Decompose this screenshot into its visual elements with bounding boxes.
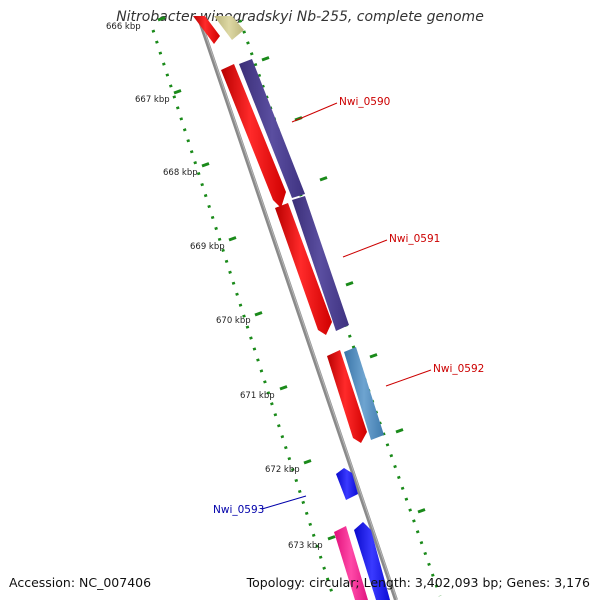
leader-nwi-0593: [261, 495, 307, 510]
feature-red-0591: [275, 203, 332, 335]
tick-label-668: 668 kbp: [163, 168, 198, 178]
major-tick-inner: [303, 459, 312, 465]
tick-label-673: 673 kbp: [288, 541, 323, 551]
leader-nwi-0592: [385, 369, 432, 387]
feature-blue-0593: [336, 468, 358, 500]
tick-label-672: 672 kbp: [265, 465, 300, 475]
leader-nwi-0590: [291, 102, 338, 123]
feature-steel-0592: [344, 347, 384, 440]
feature-red-0590: [221, 64, 286, 208]
tick-label-670: 670 kbp: [216, 316, 251, 326]
major-tick-outer: [345, 281, 354, 287]
feature-red-0592: [327, 350, 367, 443]
tick-label-671: 671 kbp: [240, 391, 275, 401]
topology-text: Topology: circular; Length: 3,402,093 bp…: [246, 575, 590, 590]
tick-label-667: 667 kbp: [135, 95, 170, 105]
feature-pink-bottom: [334, 526, 368, 600]
feature-purple-0591: [292, 196, 349, 331]
major-tick-inner: [201, 162, 210, 168]
feature-red-top-partial: [193, 16, 220, 44]
feature-khaki-top-partial: [214, 16, 244, 40]
backbone-highlight: [199, 17, 398, 600]
tick-label-666: 666 kbp: [106, 22, 141, 32]
major-tick-inner: [228, 236, 237, 242]
major-tick-outer: [319, 176, 328, 182]
major-tick-inner: [157, 16, 166, 22]
major-tick-outer: [395, 428, 404, 434]
feature-blue-bottom: [354, 522, 390, 600]
major-tick-outer: [261, 56, 270, 62]
major-tick-inner: [173, 89, 182, 95]
gene-label-nwi-0593[interactable]: Nwi_0593: [213, 504, 264, 516]
outer-dotted-track: [238, 19, 442, 597]
tick-marks: [157, 16, 426, 541]
major-tick-outer: [417, 508, 426, 514]
inner-dotted-track: [151, 29, 335, 597]
leader-nwi-0591: [342, 239, 388, 258]
gene-label-nwi-0591[interactable]: Nwi_0591: [389, 233, 440, 245]
feature-purple-0590: [239, 59, 305, 198]
major-tick-inner: [254, 311, 263, 317]
gene-label-nwi-0590[interactable]: Nwi_0590: [339, 96, 390, 108]
genome-backbone: [197, 17, 398, 600]
accession-text: Accession: NC_007406: [9, 575, 152, 590]
major-tick-inner: [327, 535, 336, 541]
major-tick-outer: [369, 353, 378, 359]
tick-label-669: 669 kbp: [190, 242, 225, 252]
major-tick-inner: [279, 385, 288, 391]
gene-label-nwi-0592[interactable]: Nwi_0592: [433, 363, 484, 375]
